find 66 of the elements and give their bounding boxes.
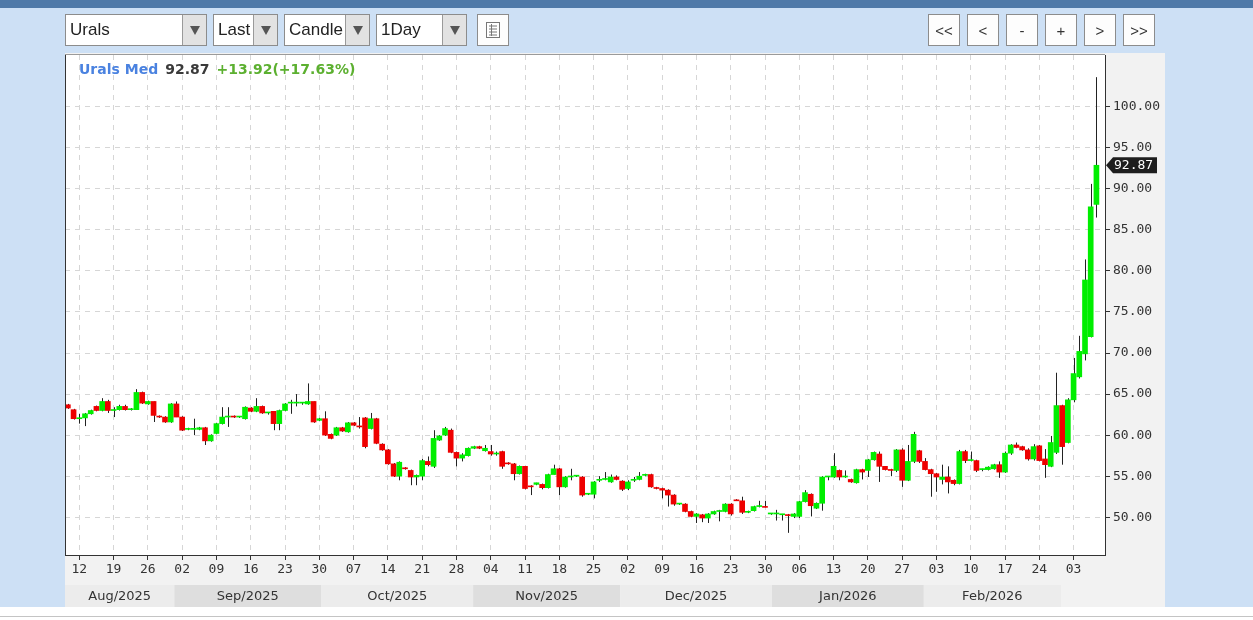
x-tick-label: 20 bbox=[860, 561, 876, 577]
x-tick-label: 24 bbox=[1031, 561, 1048, 577]
button: << bbox=[928, 14, 960, 46]
x-tick-label: 04 bbox=[482, 561, 499, 577]
y-tick-label: 100.00 bbox=[1113, 98, 1160, 114]
candlestick bbox=[579, 475, 585, 498]
x-tick-label: 19 bbox=[105, 561, 122, 577]
button: > bbox=[1084, 14, 1116, 46]
button: + bbox=[1045, 14, 1077, 46]
x-tick-label: 14 bbox=[380, 561, 396, 577]
x-tick-label: 02 bbox=[174, 561, 190, 577]
y-tick-label: 80.00 bbox=[1113, 262, 1153, 278]
x-tick-label: 28 bbox=[448, 561, 465, 577]
x-tick-label: 30 bbox=[757, 561, 773, 577]
x-tick-label: 16 bbox=[242, 561, 259, 577]
x-tick-label: 17 bbox=[997, 561, 1013, 577]
x-tick-label: 16 bbox=[688, 561, 705, 577]
y-tick-label: 90.00 bbox=[1113, 180, 1153, 196]
y-tick-label: 60.00 bbox=[1113, 426, 1153, 442]
button: < bbox=[967, 14, 999, 46]
text: Oct/2025 bbox=[367, 588, 428, 604]
x-tick-label: 09 bbox=[208, 561, 225, 577]
x-tick-label: 30 bbox=[311, 561, 328, 577]
x-tick-label: 11 bbox=[517, 561, 533, 577]
x-tick-label: 26 bbox=[140, 561, 156, 577]
y-tick-label: 65.00 bbox=[1113, 385, 1153, 401]
annotation: +13.92(+17.63%) bbox=[216, 60, 356, 77]
dropdown: Candle bbox=[284, 14, 370, 46]
y-tick-label: 55.00 bbox=[1113, 467, 1153, 483]
x-tick-label: 03 bbox=[1065, 561, 1082, 577]
x-tick-label: 25 bbox=[585, 561, 602, 577]
x-tick-label: 27 bbox=[894, 561, 910, 577]
x-tick-label: 18 bbox=[551, 561, 568, 577]
x-tick-label: 23 bbox=[277, 561, 293, 577]
dropdown: Urals bbox=[65, 14, 207, 46]
x-tick-label: 12 bbox=[71, 561, 88, 577]
x-tick-label: 03 bbox=[928, 561, 945, 577]
candlestick bbox=[807, 492, 814, 517]
y-tick-label: 70.00 bbox=[1113, 344, 1153, 360]
candlestick bbox=[939, 464, 945, 485]
x-tick-label: 09 bbox=[654, 561, 670, 577]
x-tick-label: 07 bbox=[345, 561, 362, 577]
text: 92.87 bbox=[1114, 157, 1154, 173]
x-tick-label: 21 bbox=[414, 561, 430, 577]
text: Sep/2025 bbox=[216, 588, 279, 604]
y-tick-label: 85.00 bbox=[1113, 221, 1153, 237]
y-tick-label: 75.00 bbox=[1113, 303, 1153, 319]
text: Feb/2026 bbox=[962, 588, 1023, 604]
x-tick-label: 23 bbox=[722, 561, 739, 577]
y-tick-label: 50.00 bbox=[1113, 508, 1153, 524]
text: Dec/2025 bbox=[664, 588, 728, 604]
text: Urals Med bbox=[79, 60, 159, 77]
dropdown: 1Day bbox=[376, 14, 467, 46]
button: >> bbox=[1123, 14, 1155, 46]
dropdown: Last bbox=[213, 14, 278, 46]
annotation: 92.87 bbox=[165, 60, 210, 77]
button: - bbox=[1006, 14, 1038, 46]
text: Jan/2026 bbox=[818, 588, 877, 604]
x-tick-label: 06 bbox=[791, 561, 808, 577]
x-tick-label: 02 bbox=[620, 561, 636, 577]
candlestick bbox=[556, 467, 563, 496]
y-tick-label: 95.00 bbox=[1113, 139, 1153, 155]
x-tick-label: 13 bbox=[825, 561, 842, 577]
text: Nov/2025 bbox=[515, 588, 579, 604]
text: Aug/2025 bbox=[88, 588, 152, 604]
x-tick-label: 10 bbox=[962, 561, 979, 577]
